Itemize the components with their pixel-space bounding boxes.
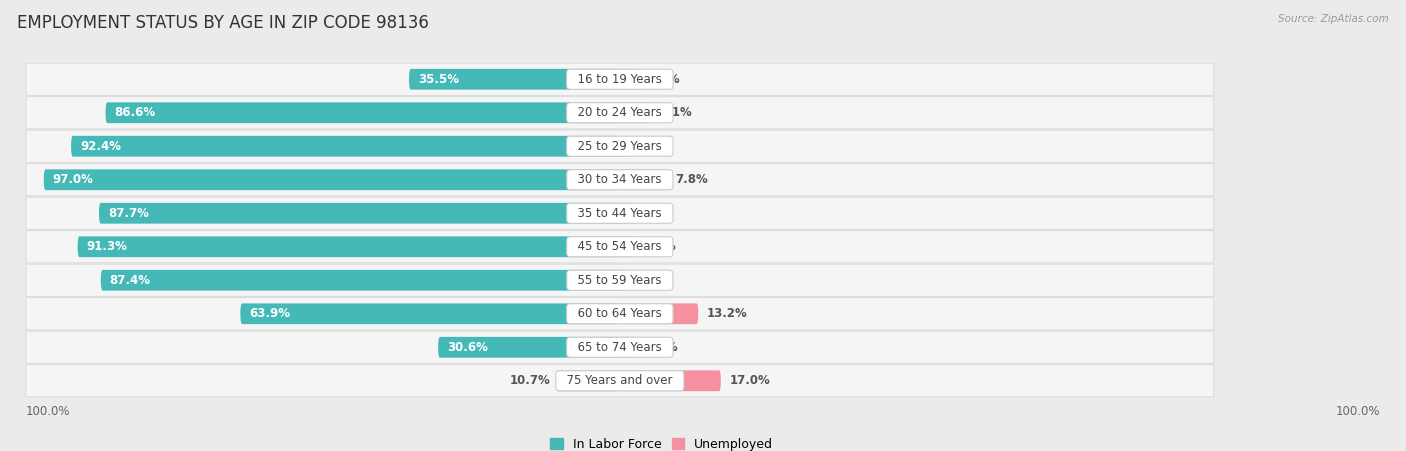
FancyBboxPatch shape bbox=[25, 365, 1213, 397]
FancyBboxPatch shape bbox=[620, 236, 634, 257]
Text: 35 to 44 Years: 35 to 44 Years bbox=[571, 207, 669, 220]
FancyBboxPatch shape bbox=[25, 164, 1213, 196]
Text: 13.2%: 13.2% bbox=[707, 307, 748, 320]
FancyBboxPatch shape bbox=[620, 102, 650, 123]
FancyBboxPatch shape bbox=[25, 97, 1213, 129]
FancyBboxPatch shape bbox=[105, 102, 620, 123]
FancyBboxPatch shape bbox=[620, 370, 721, 391]
Text: 2.0%: 2.0% bbox=[641, 207, 673, 220]
FancyBboxPatch shape bbox=[44, 170, 620, 190]
FancyBboxPatch shape bbox=[240, 304, 620, 324]
FancyBboxPatch shape bbox=[25, 63, 1213, 95]
FancyBboxPatch shape bbox=[620, 69, 638, 90]
Text: 87.7%: 87.7% bbox=[108, 207, 149, 220]
Text: 1.5%: 1.5% bbox=[638, 140, 671, 153]
Text: Source: ZipAtlas.com: Source: ZipAtlas.com bbox=[1278, 14, 1389, 23]
FancyBboxPatch shape bbox=[72, 136, 620, 156]
Text: 65 to 74 Years: 65 to 74 Years bbox=[571, 341, 669, 354]
FancyBboxPatch shape bbox=[77, 236, 620, 257]
FancyBboxPatch shape bbox=[101, 270, 620, 290]
FancyBboxPatch shape bbox=[25, 130, 1213, 162]
Text: 0.1%: 0.1% bbox=[630, 274, 662, 287]
Text: 63.9%: 63.9% bbox=[249, 307, 290, 320]
Text: 86.6%: 86.6% bbox=[114, 106, 156, 119]
FancyBboxPatch shape bbox=[620, 136, 628, 156]
FancyBboxPatch shape bbox=[25, 230, 1213, 263]
Text: 2.7%: 2.7% bbox=[645, 341, 678, 354]
FancyBboxPatch shape bbox=[409, 69, 620, 90]
Text: 97.0%: 97.0% bbox=[52, 173, 94, 186]
Text: 5.1%: 5.1% bbox=[659, 106, 692, 119]
Text: 30.6%: 30.6% bbox=[447, 341, 488, 354]
Text: 3.1%: 3.1% bbox=[647, 73, 679, 86]
FancyBboxPatch shape bbox=[98, 203, 620, 224]
Text: 60 to 64 Years: 60 to 64 Years bbox=[571, 307, 669, 320]
Text: 75 Years and over: 75 Years and over bbox=[560, 374, 681, 387]
FancyBboxPatch shape bbox=[620, 203, 631, 224]
FancyBboxPatch shape bbox=[620, 304, 699, 324]
Text: 100.0%: 100.0% bbox=[25, 405, 70, 418]
Text: 55 to 59 Years: 55 to 59 Years bbox=[571, 274, 669, 287]
FancyBboxPatch shape bbox=[557, 370, 620, 391]
Text: 16 to 19 Years: 16 to 19 Years bbox=[571, 73, 669, 86]
Text: 35.5%: 35.5% bbox=[418, 73, 458, 86]
Text: 92.4%: 92.4% bbox=[80, 140, 121, 153]
Legend: In Labor Force, Unemployed: In Labor Force, Unemployed bbox=[546, 433, 778, 451]
FancyBboxPatch shape bbox=[25, 331, 1213, 364]
FancyBboxPatch shape bbox=[620, 337, 636, 358]
FancyBboxPatch shape bbox=[439, 337, 620, 358]
FancyBboxPatch shape bbox=[25, 264, 1213, 296]
Text: 100.0%: 100.0% bbox=[1336, 405, 1381, 418]
Text: 25 to 29 Years: 25 to 29 Years bbox=[571, 140, 669, 153]
Text: 20 to 24 Years: 20 to 24 Years bbox=[571, 106, 669, 119]
FancyBboxPatch shape bbox=[25, 197, 1213, 230]
Text: 91.3%: 91.3% bbox=[87, 240, 128, 253]
FancyBboxPatch shape bbox=[25, 298, 1213, 330]
Text: 45 to 54 Years: 45 to 54 Years bbox=[571, 240, 669, 253]
Text: 7.8%: 7.8% bbox=[675, 173, 707, 186]
Text: 87.4%: 87.4% bbox=[110, 274, 150, 287]
FancyBboxPatch shape bbox=[620, 170, 666, 190]
Text: 2.5%: 2.5% bbox=[644, 240, 676, 253]
Text: 10.7%: 10.7% bbox=[509, 374, 550, 387]
FancyBboxPatch shape bbox=[619, 270, 621, 290]
Text: 17.0%: 17.0% bbox=[730, 374, 770, 387]
Text: EMPLOYMENT STATUS BY AGE IN ZIP CODE 98136: EMPLOYMENT STATUS BY AGE IN ZIP CODE 981… bbox=[17, 14, 429, 32]
Text: 30 to 34 Years: 30 to 34 Years bbox=[571, 173, 669, 186]
